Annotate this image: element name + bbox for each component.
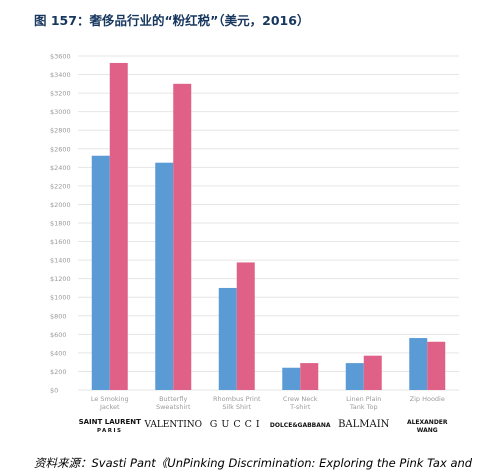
figure-title: 图 157：奢侈品行业的“粉红税”（美元，2016） bbox=[34, 13, 310, 28]
x-tick-label: Sweatshirt bbox=[156, 403, 191, 411]
y-tick-label: $0 bbox=[50, 387, 58, 395]
y-tick-label: $2600 bbox=[50, 145, 71, 153]
y-tick-label: $1200 bbox=[50, 275, 71, 283]
bar-series-1 bbox=[218, 287, 237, 390]
bar-series-1 bbox=[409, 338, 428, 390]
bar-series-2 bbox=[236, 262, 255, 390]
bar-series-2 bbox=[363, 355, 382, 390]
x-tick-label: T-shirt bbox=[289, 403, 311, 411]
y-tick-label: $200 bbox=[50, 368, 67, 376]
y-tick-label: $3600 bbox=[50, 53, 71, 61]
x-tick-label: Crew Neck bbox=[283, 395, 318, 403]
x-tick-label: Jacket bbox=[99, 403, 120, 411]
chart-panel: $0 $200 $400 $600 $800 $1000 $1200 $1400 $1600 $1… bbox=[34, 36, 464, 444]
x-tick-label: Tank Top bbox=[349, 403, 378, 411]
brand-logo-label: BALMAIN bbox=[338, 419, 390, 430]
brand-logo-label: PARIS bbox=[97, 428, 123, 434]
brand-logo-label: DOLCE&GABBANA bbox=[270, 422, 331, 429]
x-tick-label: Silk Shirt bbox=[222, 403, 251, 411]
bar-series-2 bbox=[300, 363, 319, 390]
y-tick-label: $2800 bbox=[50, 127, 71, 135]
bar-series-1 bbox=[91, 155, 110, 390]
y-tick-label: $1000 bbox=[50, 294, 71, 302]
brand-logo-label: ALEXANDER bbox=[407, 419, 448, 426]
bar-series-2 bbox=[173, 83, 192, 391]
bar-series-1 bbox=[282, 367, 301, 390]
x-tick-label: Butterfly bbox=[159, 395, 187, 403]
x-tick-label: Linen Plain bbox=[346, 395, 381, 403]
y-tick-label: $1600 bbox=[50, 238, 71, 246]
brand-logo-label: WANG bbox=[417, 427, 438, 434]
y-tick-label: $2200 bbox=[50, 182, 71, 190]
y-tick-label: $2000 bbox=[50, 201, 71, 209]
bar-series-2 bbox=[109, 62, 128, 390]
bar-series-1 bbox=[155, 162, 174, 390]
y-tick-label: $3000 bbox=[50, 108, 71, 116]
bar-series-2 bbox=[427, 341, 446, 390]
y-tick-label: $1400 bbox=[50, 257, 71, 265]
y-tick-label: $3200 bbox=[50, 90, 71, 98]
source-note: 资料来源：Svasti Pant《UnPinking Discriminatio… bbox=[34, 456, 473, 470]
y-tick-label: $600 bbox=[50, 331, 67, 339]
y-tick-label: $3400 bbox=[50, 71, 71, 79]
bar-series-1 bbox=[345, 363, 364, 390]
x-tick-label: Rhombus Print bbox=[213, 395, 261, 403]
y-tick-label: $400 bbox=[50, 349, 67, 357]
brand-logo-label: SAINT LAURENT bbox=[79, 418, 142, 426]
bar-chart: $0 $200 $400 $600 $800 $1000 $1200 $1400 $1600 $1… bbox=[50, 53, 459, 434]
x-tick-label: Zip Hoodie bbox=[410, 395, 445, 403]
x-tick-label: Le Smoking bbox=[91, 395, 129, 403]
brand-logo-label: GUCCI bbox=[210, 419, 264, 430]
y-tick-label: $1800 bbox=[50, 220, 71, 228]
brand-logo-label: VALENTINO bbox=[143, 420, 202, 430]
y-tick-label: $2400 bbox=[50, 164, 71, 172]
y-tick-label: $800 bbox=[50, 312, 67, 320]
